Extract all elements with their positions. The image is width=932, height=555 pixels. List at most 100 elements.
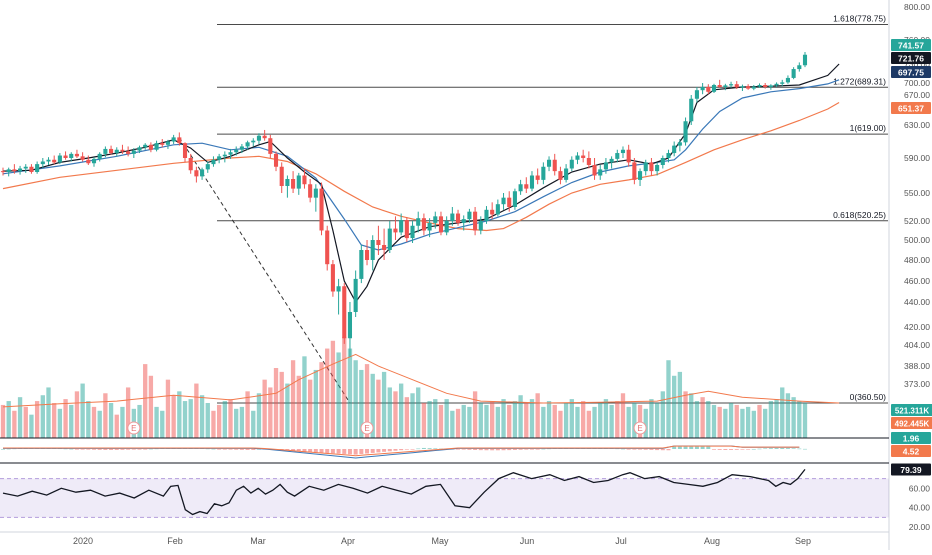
- rsi-badge-text: 79.39: [900, 465, 922, 475]
- macd-histogram-bar: [529, 449, 534, 450]
- macd-histogram-bar: [467, 449, 472, 450]
- macd-histogram-bar: [365, 449, 370, 454]
- volume-bar: [546, 401, 552, 438]
- candle: [598, 165, 603, 180]
- macd-histogram-bar: [376, 449, 381, 453]
- candle-body: [461, 219, 466, 223]
- macd-histogram-bar: [404, 449, 409, 450]
- macd-badge-box: [891, 445, 931, 457]
- volume-badge-box: [891, 417, 932, 429]
- candle-body: [507, 197, 512, 207]
- candle-body: [194, 170, 199, 177]
- volume-bar: [512, 401, 518, 438]
- candle: [723, 83, 728, 91]
- volume-badge-box: [891, 404, 932, 416]
- candle: [0, 167, 6, 176]
- candle: [211, 156, 216, 167]
- fib-level-label: 0.618(520.25): [833, 210, 886, 220]
- price-badge-text: 651.37: [898, 104, 924, 114]
- volume-bar: [12, 410, 17, 438]
- macd-histogram-bar: [768, 448, 773, 449]
- candle: [541, 162, 546, 185]
- candle-body: [222, 154, 227, 157]
- price-tick-label: 590.00: [904, 153, 930, 163]
- macd-histogram-bar: [256, 449, 261, 450]
- volume-bar: [302, 356, 307, 438]
- candle: [438, 211, 444, 236]
- candle: [729, 81, 734, 88]
- volume-bar: [222, 401, 227, 438]
- macd-histogram-bar: [694, 446, 699, 449]
- volume-bar: [63, 399, 68, 438]
- candle: [501, 193, 506, 210]
- candle-body: [450, 213, 455, 221]
- macd-badge-text: 4.52: [903, 447, 920, 457]
- price-tick-label: 420.00: [904, 322, 930, 332]
- macd-histogram-bar: [370, 449, 375, 453]
- macd-histogram-bar: [524, 449, 529, 450]
- candle: [461, 215, 466, 231]
- candle: [148, 142, 153, 153]
- volume-bar: [649, 399, 654, 438]
- macd-histogram-bar: [217, 449, 222, 450]
- volume-bar: [654, 403, 660, 438]
- candle-body: [751, 86, 756, 89]
- volume-bar: [313, 369, 318, 438]
- date-tick-label: Jul: [615, 536, 627, 546]
- price-tick-label: 700.00: [904, 78, 930, 88]
- macd-histogram-bar: [672, 446, 677, 449]
- candle-body: [672, 145, 677, 154]
- candle-body: [603, 162, 608, 170]
- volume-bar: [745, 406, 751, 438]
- macd-histogram-bar: [518, 449, 523, 450]
- volume-bar: [182, 401, 188, 438]
- candle: [478, 216, 483, 235]
- candle: [620, 146, 626, 158]
- candle-body: [774, 83, 779, 86]
- macd-histogram-bar: [245, 449, 250, 450]
- rsi-line: [2, 468, 806, 516]
- candle: [256, 133, 262, 144]
- volume-bar: [387, 387, 392, 438]
- candle-body: [154, 143, 159, 150]
- volume-bar: [353, 360, 358, 438]
- volume-bar: [285, 383, 290, 438]
- volume-bar: [268, 387, 273, 438]
- macd-histogram-bar: [632, 449, 637, 450]
- candle: [234, 146, 239, 156]
- candle: [615, 149, 620, 163]
- volume-bar: [199, 395, 205, 438]
- candle-body: [581, 155, 586, 158]
- macd-histogram-bar: [387, 449, 392, 452]
- volume-bar: [558, 410, 563, 438]
- macd-histogram-bar: [677, 446, 682, 449]
- candle: [57, 153, 62, 165]
- date-tick-label: Aug: [704, 536, 720, 546]
- price-tick-label: 550.00: [904, 188, 930, 198]
- volume-bar: [717, 406, 722, 438]
- candle-body: [433, 216, 438, 223]
- volume-bar: [160, 410, 165, 438]
- candle-body: [757, 85, 762, 87]
- candle: [467, 208, 472, 223]
- candle-body: [717, 85, 722, 87]
- price-badge: 721.76: [891, 52, 931, 64]
- earnings-marker-label: E: [131, 424, 136, 433]
- volume-bar: [677, 371, 683, 438]
- date-tick-label: Apr: [341, 536, 355, 546]
- candle-body: [524, 184, 529, 189]
- macd-histogram-bar: [541, 448, 546, 450]
- candle-body: [12, 169, 17, 172]
- candle: [677, 139, 682, 152]
- volume-bar: [239, 406, 245, 438]
- volume-bar: [86, 401, 91, 438]
- candle: [347, 302, 353, 357]
- candle: [746, 84, 751, 90]
- volume-bar: [711, 404, 717, 438]
- candle: [490, 202, 495, 220]
- candle-body: [120, 149, 125, 152]
- earnings-marker-circle: [360, 421, 374, 435]
- volume-bar: [103, 393, 108, 438]
- volume-bar: [615, 401, 620, 438]
- candle-body: [615, 153, 620, 159]
